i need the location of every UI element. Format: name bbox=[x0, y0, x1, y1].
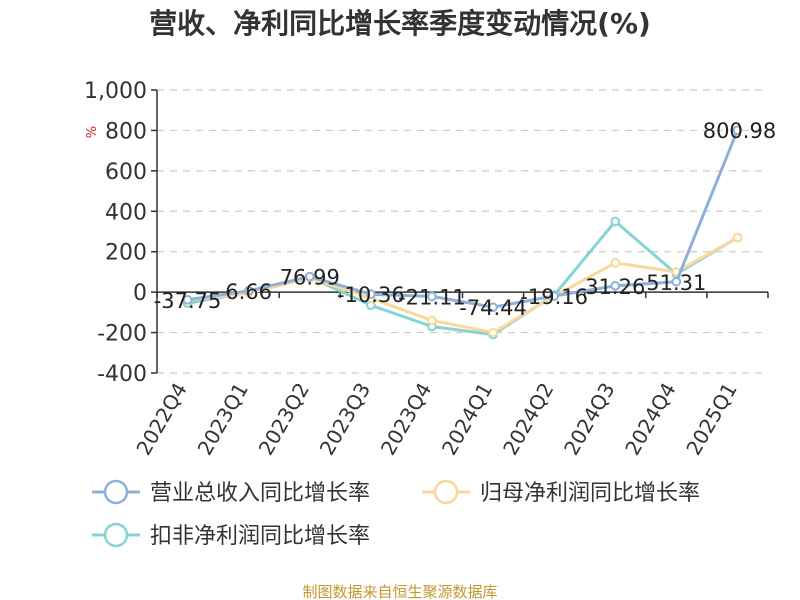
x-tick-label: 2023Q2 bbox=[254, 379, 314, 460]
data-label: -10.36 bbox=[337, 283, 405, 307]
x-tick-label: 2024Q2 bbox=[498, 379, 558, 460]
x-tick-label: 2024Q3 bbox=[559, 379, 619, 460]
y-tick-label: 200 bbox=[105, 241, 147, 266]
series-line bbox=[187, 129, 739, 309]
legend-label: 营业总收入同比增长率 bbox=[150, 481, 370, 506]
data-point bbox=[732, 232, 743, 243]
data-point bbox=[610, 281, 621, 291]
x-tick-label: 2024Q1 bbox=[437, 379, 497, 460]
data-label: -19.16 bbox=[520, 285, 588, 309]
y-tick-label: 400 bbox=[105, 200, 147, 225]
chart-title: 营收、净利同比增长率季度变动情况(%) bbox=[149, 7, 651, 40]
legend-item-2[interactable]: 归母净利润同比增长率 bbox=[422, 479, 700, 506]
y-tick-label: 1,000 bbox=[84, 79, 147, 104]
data-label: 6.66 bbox=[225, 280, 272, 304]
data-point bbox=[549, 291, 559, 301]
data-label: -21.11 bbox=[398, 285, 466, 309]
y-tick-label: 0 bbox=[133, 281, 147, 306]
data-label: 76.99 bbox=[280, 266, 340, 290]
data-point bbox=[427, 315, 437, 326]
legend-item-3[interactable]: 扣非净利润同比增长率 bbox=[92, 522, 370, 549]
data-point bbox=[488, 327, 498, 338]
legend-marker-icon bbox=[103, 522, 129, 548]
y-tick-label: 600 bbox=[105, 160, 147, 185]
data-point bbox=[671, 276, 682, 287]
series bbox=[182, 125, 743, 340]
data-label: 31.26 bbox=[585, 275, 645, 299]
legend-label: 扣非净利润同比增长率 bbox=[150, 524, 370, 549]
legend-label: 归母净利润同比增长率 bbox=[480, 481, 700, 506]
y-tick-label: 800 bbox=[105, 119, 147, 144]
series-1 bbox=[182, 125, 743, 312]
data-label: -37.75 bbox=[154, 289, 222, 313]
x-tick-label: 2023Q1 bbox=[193, 379, 253, 460]
data-point bbox=[182, 294, 193, 305]
data-point bbox=[610, 258, 621, 268]
series-line bbox=[187, 236, 739, 335]
x-tick-label: 2023Q3 bbox=[315, 379, 375, 460]
data-point bbox=[304, 271, 315, 282]
data-point bbox=[488, 302, 498, 312]
data-label: -74.44 bbox=[459, 296, 527, 320]
y-axis-unit: % bbox=[85, 126, 100, 138]
data-label: 800.98 bbox=[703, 119, 776, 143]
data-labels: -37.75 6.66 76.99-10.36-21.11-74.44-19.163… bbox=[154, 119, 776, 320]
x-tick-label: 2023Q4 bbox=[376, 379, 436, 460]
data-point bbox=[243, 285, 254, 296]
x-tick-label: 2025Q1 bbox=[681, 379, 741, 460]
legend-marker-icon bbox=[103, 479, 129, 505]
data-point bbox=[427, 291, 437, 302]
data-point bbox=[732, 125, 743, 136]
y-tick-label: -400 bbox=[97, 362, 147, 387]
y-tick-label: -200 bbox=[97, 322, 147, 347]
grid bbox=[157, 89, 768, 374]
data-point bbox=[610, 216, 621, 227]
data-label: 51.31 bbox=[646, 271, 706, 295]
data-source-note: 制图数据来自恒生聚源数据库 bbox=[302, 583, 497, 600]
data-point bbox=[366, 289, 376, 300]
x-tick-label: 2022Q4 bbox=[131, 379, 191, 460]
x-tick-label: 2024Q4 bbox=[620, 379, 680, 460]
legend-item-1[interactable]: 营业总收入同比增长率 bbox=[92, 479, 370, 506]
legend-marker-icon bbox=[433, 479, 459, 505]
